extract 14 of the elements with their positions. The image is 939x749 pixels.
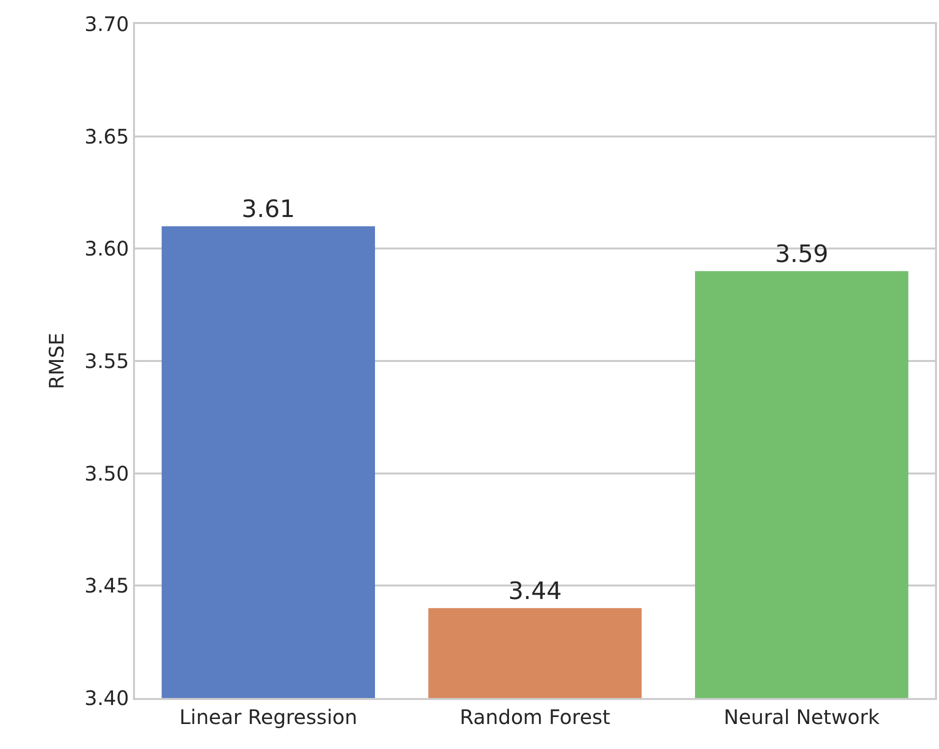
y-axis-title: RMSE (44, 332, 68, 390)
y-tick-label: 3.40 (84, 686, 129, 710)
data-label: 3.59 (774, 240, 828, 268)
data-label: 3.61 (242, 195, 296, 224)
x-tick-label: Neural Network (724, 705, 880, 729)
y-tick-label: 3.60 (84, 236, 129, 261)
y-tick-label: 3.70 (84, 12, 129, 36)
x-tick-label: Linear Regression (179, 705, 358, 729)
y-tick-label: 3.55 (84, 349, 129, 373)
y-tick-label: 3.50 (84, 461, 129, 486)
y-tick-label: 3.65 (84, 124, 129, 148)
x-tick-label: Random Forest (460, 705, 610, 729)
data-label: 3.44 (508, 577, 562, 606)
y-tick-label: 3.45 (84, 574, 129, 598)
